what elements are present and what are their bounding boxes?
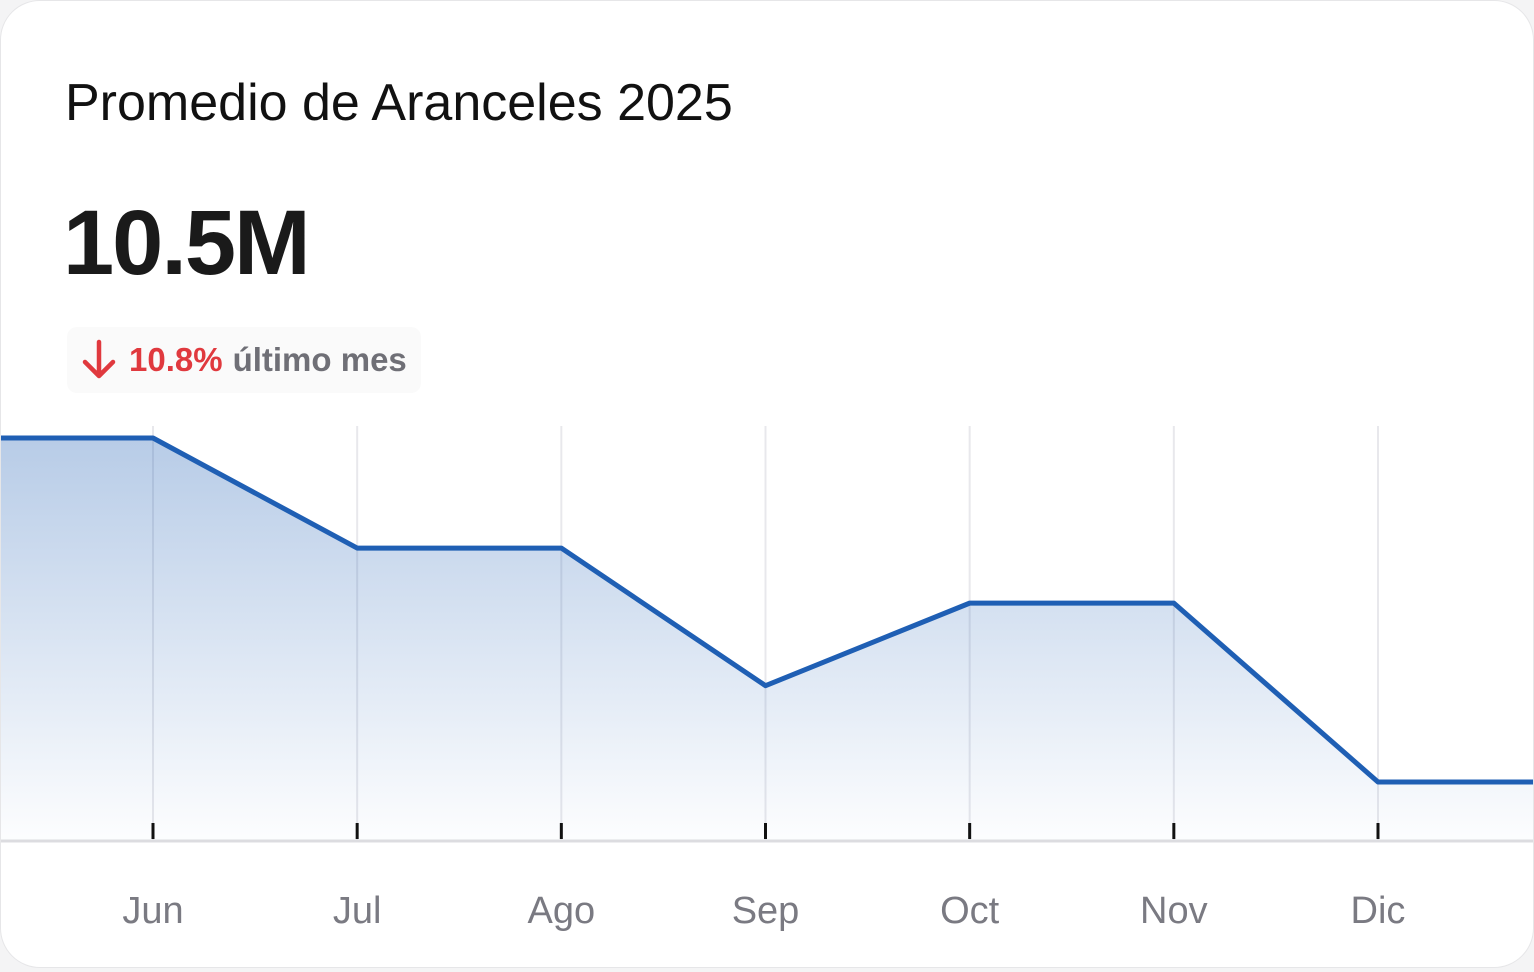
x-tick-label: Nov xyxy=(1140,890,1208,932)
x-tick-label: Sep xyxy=(732,890,800,932)
x-tick-label: Dic xyxy=(1351,890,1406,932)
series-line xyxy=(150,435,1381,785)
area-fill xyxy=(1,438,1533,841)
x-tick-label: Oct xyxy=(940,890,1000,932)
x-tick-label: Jul xyxy=(333,890,382,932)
change-value: 10.8% xyxy=(129,341,223,378)
change-label: último mes xyxy=(232,341,407,378)
x-tick-label: Ago xyxy=(528,890,596,932)
change-badge: 10.8% último mes xyxy=(67,327,421,393)
x-tick-label: Jun xyxy=(122,890,183,932)
down-arrow-icon xyxy=(82,339,116,379)
card-title: Promedio de Aranceles 2025 xyxy=(65,74,733,132)
kpi-value: 10.5M xyxy=(63,192,311,294)
